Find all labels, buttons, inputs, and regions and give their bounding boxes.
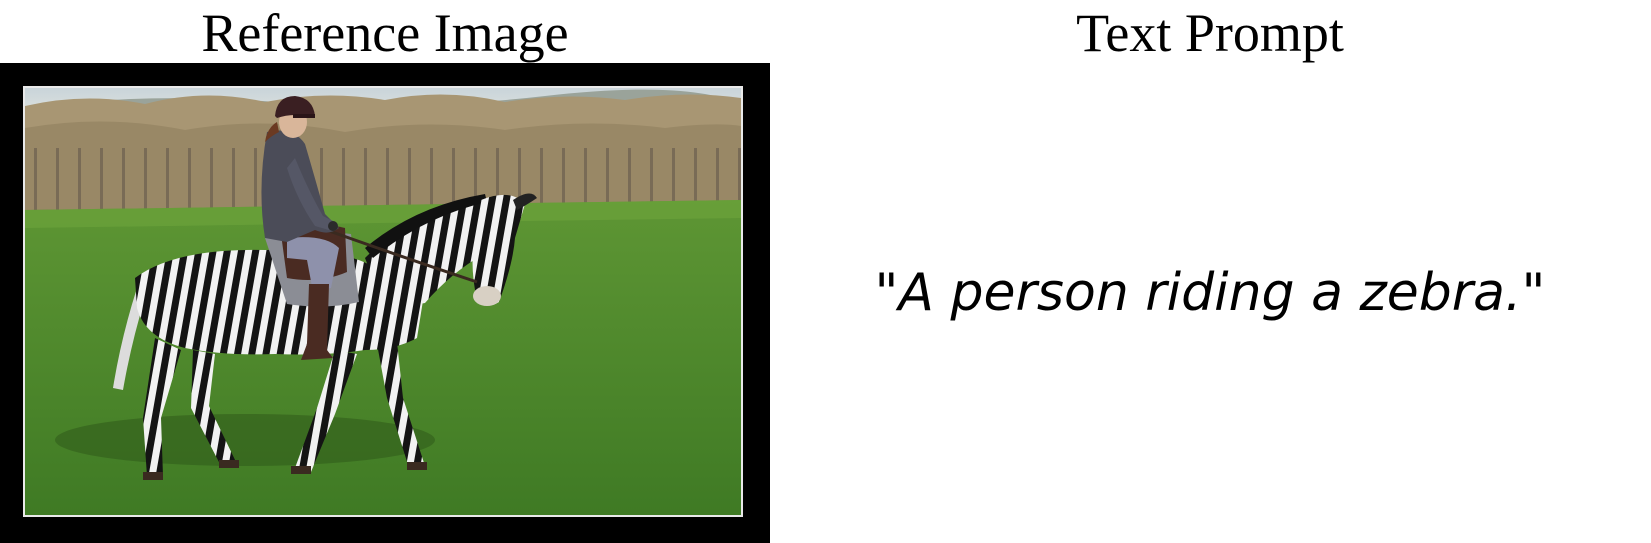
reference-image-heading: Reference Image <box>201 3 569 63</box>
text-prompt-heading: Text Prompt <box>1076 3 1344 63</box>
text-prompt: "A person riding a zebra." <box>874 263 1546 323</box>
reference-image-frame <box>0 63 770 543</box>
reference-photo <box>23 86 743 517</box>
